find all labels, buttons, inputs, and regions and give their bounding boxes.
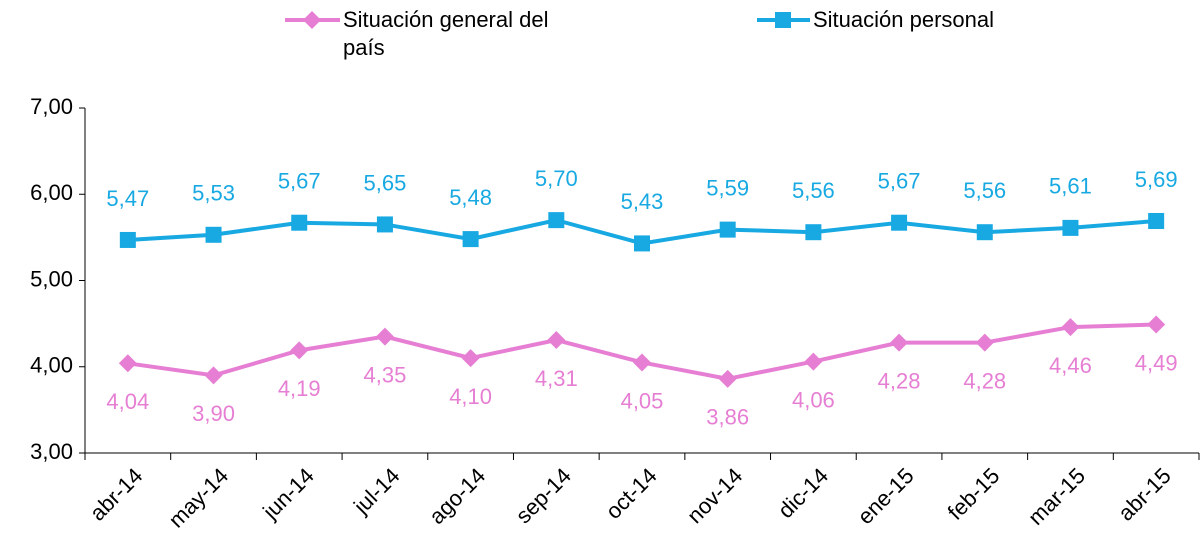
point <box>548 212 565 229</box>
data-label: 5,69 <box>1135 167 1178 192</box>
point <box>976 224 993 241</box>
point <box>462 231 479 248</box>
data-label: 5,56 <box>792 178 835 203</box>
data-label: 4,35 <box>364 362 407 387</box>
data-label: 4,31 <box>535 366 578 391</box>
data-label: 5,65 <box>364 170 407 195</box>
data-label: 4,46 <box>1049 353 1092 378</box>
point <box>634 235 650 252</box>
data-label: 5,70 <box>535 166 578 191</box>
data-label: 5,53 <box>192 181 235 206</box>
data-label: 3,86 <box>706 405 749 430</box>
point <box>719 221 736 238</box>
x-tick-label: ago-14 <box>424 463 490 529</box>
point <box>290 341 309 360</box>
data-label: 5,48 <box>449 185 492 210</box>
y-tick-label: 7,00 <box>30 94 73 119</box>
x-tick-label: oct-14 <box>601 463 662 524</box>
data-label: 5,67 <box>878 169 921 194</box>
x-tick-label: abr-15 <box>1113 463 1176 526</box>
data-label: 4,06 <box>792 387 835 412</box>
data-label: 5,59 <box>706 175 749 200</box>
legend-label: Situación general del país <box>343 7 549 60</box>
point <box>805 224 822 241</box>
point <box>119 231 136 248</box>
point <box>204 366 223 385</box>
data-label: 4,05 <box>621 388 664 413</box>
data-label: 5,43 <box>621 189 664 214</box>
data-label: 3,90 <box>192 401 235 426</box>
x-tick-label: dic-14 <box>773 463 833 523</box>
point <box>205 226 222 243</box>
point <box>547 331 566 350</box>
point <box>890 333 909 352</box>
point <box>1061 318 1080 337</box>
point <box>804 352 823 371</box>
x-tick-label: may-14 <box>164 463 234 533</box>
legend-marker <box>303 11 321 29</box>
legend-marker <box>775 12 791 28</box>
x-tick-label: mar-15 <box>1023 463 1090 530</box>
x-tick-label: abr-14 <box>85 463 148 526</box>
data-label: 4,10 <box>449 384 492 409</box>
point <box>376 216 393 233</box>
x-tick-label: nov-14 <box>682 463 747 528</box>
data-label: 4,49 <box>1135 350 1178 375</box>
y-tick-label: 4,00 <box>30 353 73 378</box>
point <box>1062 219 1079 236</box>
x-tick-label: jun-14 <box>257 463 319 525</box>
data-label: 4,28 <box>878 368 921 393</box>
y-tick-label: 6,00 <box>30 180 73 205</box>
data-label: 4,04 <box>106 389 149 414</box>
point <box>891 214 908 231</box>
point <box>718 369 737 388</box>
x-tick-label: jul-14 <box>348 463 404 519</box>
data-label: 4,28 <box>963 368 1006 393</box>
point <box>1147 315 1166 334</box>
y-tick-label: 5,00 <box>30 266 73 291</box>
data-label: 5,67 <box>278 169 321 194</box>
point <box>375 327 394 346</box>
data-label: 5,47 <box>106 186 149 211</box>
x-tick-label: feb-15 <box>943 463 1005 525</box>
point <box>291 214 308 231</box>
point <box>975 333 994 352</box>
data-label: 5,61 <box>1049 174 1092 199</box>
legend-label: Situación personal <box>813 7 995 32</box>
point <box>633 353 651 372</box>
data-label: 4,19 <box>278 376 321 401</box>
x-tick-label: sep-14 <box>511 463 576 528</box>
x-tick-label: ene-15 <box>853 463 919 529</box>
point <box>461 349 480 368</box>
y-tick-label: 3,00 <box>30 439 73 464</box>
data-label: 5,56 <box>963 178 1006 203</box>
point <box>118 354 137 373</box>
point <box>1148 212 1165 229</box>
